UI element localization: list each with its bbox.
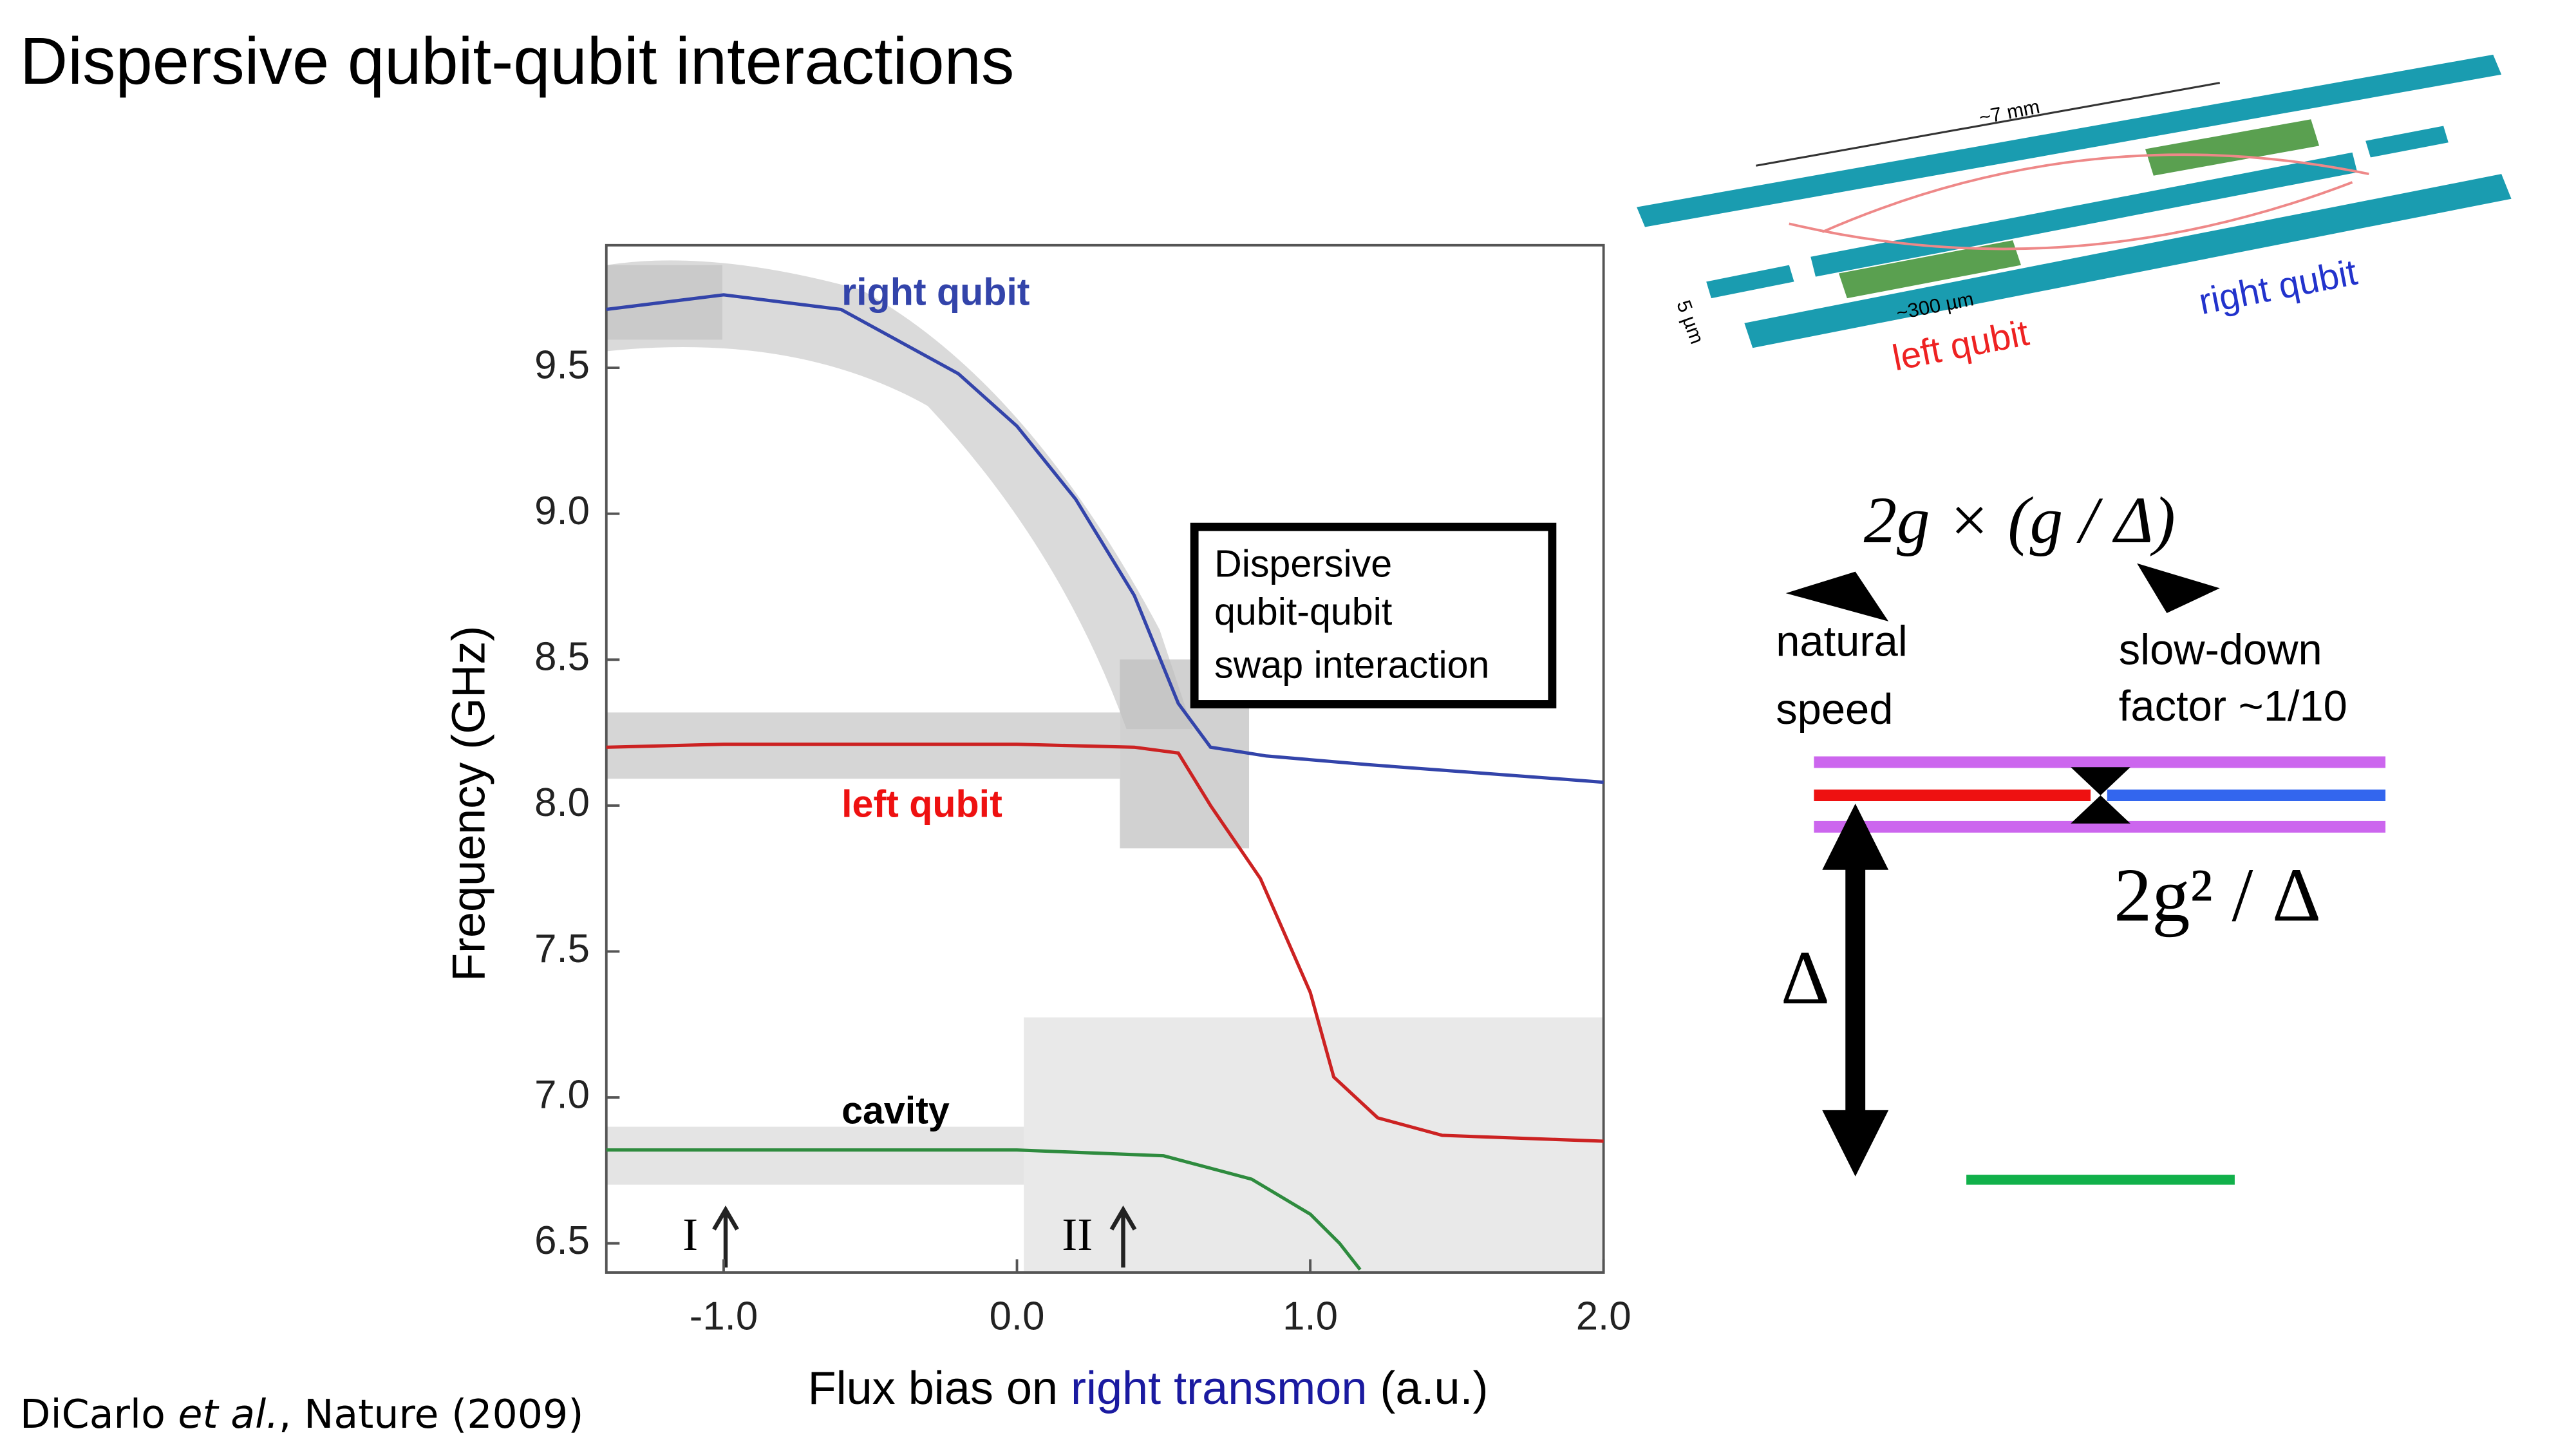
strip xyxy=(1810,152,2358,277)
plot-frame xyxy=(605,243,1605,1274)
device-label: ~7 mm xyxy=(1977,95,2042,129)
marker-label: II xyxy=(1062,1209,1093,1260)
diagram-text: speed xyxy=(1776,685,1893,734)
x-tick-label: -1.0 xyxy=(690,1294,758,1338)
y-tick-label: 7.5 xyxy=(534,927,590,971)
y-axis-label: Frequency (GHz) xyxy=(443,626,494,981)
splitting: 2g² / Δ xyxy=(2114,853,2321,937)
series-label: cavity xyxy=(841,1089,950,1132)
x-tick-label: 0.0 xyxy=(990,1294,1045,1338)
device-schematic: ~7 mm ~300 µm 5 µm left qubit right qubi… xyxy=(1637,54,2512,378)
x-tick-label: 1.0 xyxy=(1283,1294,1338,1338)
marker-arrow xyxy=(712,1205,739,1268)
series-label: right qubit xyxy=(841,270,1029,314)
y-tick-label: 9.0 xyxy=(534,489,590,533)
device-label: right qubit xyxy=(2195,252,2360,322)
citation-rest: , Nature (2009) xyxy=(279,1391,583,1437)
qubit xyxy=(2145,119,2320,176)
x-label-part: Flux bias on xyxy=(808,1363,1071,1414)
slide-title: Dispersive qubit-qubit interactions xyxy=(20,24,1014,98)
citation: DiCarlo et al., Nature (2009) xyxy=(20,1391,583,1437)
formula: 2g × (g / Δ) xyxy=(1864,484,2176,557)
series-line xyxy=(606,743,1604,1143)
diagram-text: slow-down xyxy=(2119,625,2322,674)
marker-label: I xyxy=(682,1209,698,1260)
shade xyxy=(606,1126,1024,1185)
box-text: qubit-qubit xyxy=(1214,590,1392,633)
shade xyxy=(1024,1017,1604,1273)
plot xyxy=(605,243,1605,1274)
qubit xyxy=(1838,240,2022,299)
field-line xyxy=(1789,153,2369,251)
double-arrow xyxy=(1822,803,1889,1177)
citation-author: DiCarlo xyxy=(20,1391,178,1437)
box-text: swap interaction xyxy=(1214,643,1489,687)
box-text: Dispersive xyxy=(1214,542,1392,585)
pointer xyxy=(2137,563,2220,613)
x-axis-label: Flux bias on right transmon (a.u.) xyxy=(808,1363,1489,1414)
marker-arrow xyxy=(1109,1205,1137,1268)
dimension xyxy=(1756,82,2221,167)
citation-italic: et al. xyxy=(178,1391,279,1437)
device-label: 5 µm xyxy=(1672,297,1709,346)
energy-diagram: 2g × (g / Δ) natural speed slow-down fac… xyxy=(1776,484,2386,1185)
x-label-highlight: right transmon xyxy=(1071,1363,1367,1414)
strip xyxy=(1637,54,2502,227)
detuning: Δ xyxy=(1781,936,1830,1020)
series-line xyxy=(606,293,1604,784)
pointer xyxy=(1785,571,1889,621)
y-tick-label: 9.5 xyxy=(534,343,590,387)
strip xyxy=(1706,265,1794,299)
y-tick-label: 8.5 xyxy=(534,635,590,679)
diagram-text: factor ~1/10 xyxy=(2119,682,2347,730)
y-tick-label: 8.0 xyxy=(534,781,590,825)
strip xyxy=(2365,126,2449,158)
diagram-text: natural xyxy=(1776,618,1907,666)
y-tick-label: 7.0 xyxy=(534,1072,590,1117)
strip xyxy=(1744,174,2512,348)
series-label: left qubit xyxy=(841,782,1002,826)
y-tick-label: 6.5 xyxy=(534,1218,590,1263)
series-line xyxy=(606,1148,1362,1271)
x-label-part: (a.u.) xyxy=(1367,1363,1488,1414)
annotation-box xyxy=(1190,522,1557,708)
x-tick-label: 2.0 xyxy=(1576,1294,1631,1338)
